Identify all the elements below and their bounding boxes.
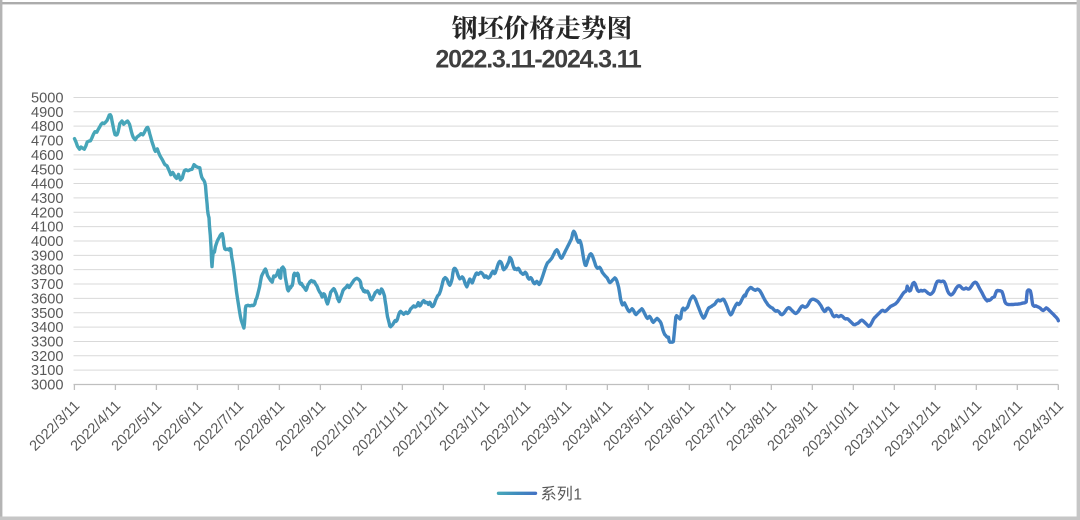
svg-text:4500: 4500 <box>31 162 63 178</box>
svg-text:3800: 3800 <box>31 263 63 279</box>
svg-text:1: 1 <box>573 486 582 503</box>
svg-text:4600: 4600 <box>31 148 63 164</box>
svg-text:4200: 4200 <box>31 205 63 221</box>
svg-text:4900: 4900 <box>31 105 63 121</box>
svg-text:4300: 4300 <box>31 191 63 207</box>
svg-text:4800: 4800 <box>31 119 63 135</box>
svg-text:4100: 4100 <box>31 220 63 236</box>
svg-text:4700: 4700 <box>31 134 63 150</box>
svg-text:3000: 3000 <box>31 378 63 394</box>
svg-text:3200: 3200 <box>31 349 63 365</box>
svg-text:4400: 4400 <box>31 177 63 193</box>
svg-text:3700: 3700 <box>31 277 63 293</box>
svg-text:3500: 3500 <box>31 306 63 322</box>
svg-text:3400: 3400 <box>31 320 63 336</box>
svg-text:3900: 3900 <box>31 248 63 264</box>
svg-text:3300: 3300 <box>31 334 63 350</box>
svg-text:2022.3.11-2024.3.11: 2022.3.11-2024.3.11 <box>435 46 641 74</box>
svg-text:4000: 4000 <box>31 234 63 250</box>
svg-text:3100: 3100 <box>31 363 63 379</box>
svg-text:5000: 5000 <box>31 91 63 107</box>
svg-text:3600: 3600 <box>31 291 63 307</box>
